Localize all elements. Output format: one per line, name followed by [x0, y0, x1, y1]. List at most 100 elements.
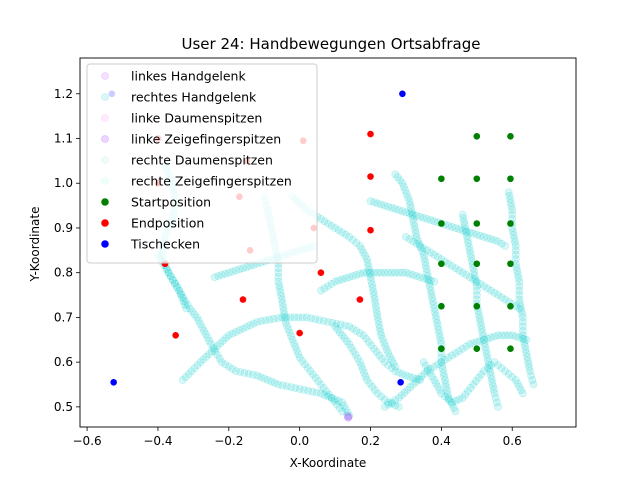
data-point	[353, 354, 362, 363]
legend-marker	[101, 177, 109, 185]
data-point	[470, 267, 478, 276]
data-point	[509, 227, 517, 236]
legend-entry-label: linke Zeigefingerspitzen	[131, 132, 281, 147]
data-point	[438, 365, 447, 374]
data-point	[181, 373, 190, 381]
legend-marker	[101, 135, 109, 143]
data-point	[432, 315, 441, 324]
data-point	[470, 271, 479, 280]
data-point	[370, 268, 378, 277]
data-point	[409, 237, 417, 246]
data-point	[315, 316, 324, 325]
data-point	[345, 340, 354, 349]
data-point	[301, 360, 309, 369]
data-point	[286, 313, 295, 322]
data-point	[409, 210, 417, 219]
data-point	[363, 258, 372, 267]
data-point	[324, 317, 332, 326]
data-point	[521, 345, 530, 354]
data-point	[472, 277, 481, 286]
x-tick-label: 0.4	[432, 434, 451, 448]
data-point	[253, 371, 262, 380]
data-point	[295, 385, 304, 393]
data-point	[426, 286, 435, 295]
data-point	[520, 338, 529, 347]
data-point	[375, 324, 384, 333]
data-point	[338, 275, 347, 284]
data-point	[505, 191, 514, 200]
data-point	[368, 283, 377, 292]
data-point	[423, 268, 432, 277]
data-point	[328, 318, 337, 327]
data-point	[438, 345, 445, 353]
data-point	[367, 276, 376, 285]
data-point	[380, 358, 389, 367]
data-point	[467, 253, 476, 262]
data-point	[352, 271, 361, 279]
data-point	[348, 324, 357, 333]
data-point	[516, 302, 525, 311]
data-point	[352, 326, 361, 335]
data-point	[221, 269, 230, 278]
data-point	[345, 273, 354, 282]
data-point	[422, 265, 431, 274]
data-point	[444, 259, 453, 268]
data-point	[465, 246, 474, 255]
data-point	[479, 332, 488, 341]
data-point	[393, 173, 402, 182]
data-point	[511, 250, 520, 259]
data-point	[344, 413, 353, 422]
data-point	[253, 317, 262, 326]
data-point	[428, 297, 437, 306]
x-axis-label: X-Koordinate	[290, 456, 367, 470]
data-point	[236, 368, 245, 376]
data-point	[399, 90, 406, 98]
data-point	[518, 389, 527, 398]
data-point	[275, 281, 284, 290]
data-point	[477, 321, 485, 330]
data-point	[528, 376, 537, 384]
data-point	[512, 263, 521, 272]
data-point	[406, 383, 415, 392]
data-point	[365, 269, 374, 278]
data-point	[436, 336, 445, 345]
data-point	[488, 378, 497, 387]
data-point	[483, 353, 492, 362]
data-point	[366, 197, 375, 206]
data-point	[373, 309, 381, 318]
data-point	[527, 371, 536, 380]
data-point	[479, 335, 488, 344]
legend-marker	[101, 240, 109, 248]
data-point	[196, 358, 205, 367]
data-point	[455, 347, 463, 355]
data-point	[364, 338, 373, 346]
data-point	[490, 358, 499, 367]
data-point	[476, 231, 485, 240]
data-point	[458, 344, 467, 353]
data-point	[420, 369, 429, 378]
data-point	[475, 314, 484, 323]
data-point	[451, 224, 460, 232]
data-point	[367, 226, 374, 234]
data-point	[508, 373, 517, 381]
data-point	[343, 411, 352, 420]
data-point	[483, 284, 492, 293]
data-point	[377, 268, 386, 277]
data-point	[462, 342, 471, 351]
data-point	[469, 380, 478, 389]
data-point	[275, 284, 284, 293]
data-point	[341, 274, 350, 283]
data-point	[209, 343, 218, 352]
data-point	[287, 332, 296, 341]
data-point	[222, 334, 230, 342]
data-point	[274, 273, 283, 282]
data-point	[426, 248, 435, 257]
data-point	[214, 272, 223, 280]
data-point	[345, 322, 354, 331]
data-point	[438, 361, 446, 370]
data-point	[351, 351, 360, 359]
data-point	[412, 272, 421, 280]
x-tick-label: −0.6	[73, 434, 102, 448]
data-point	[231, 266, 240, 275]
